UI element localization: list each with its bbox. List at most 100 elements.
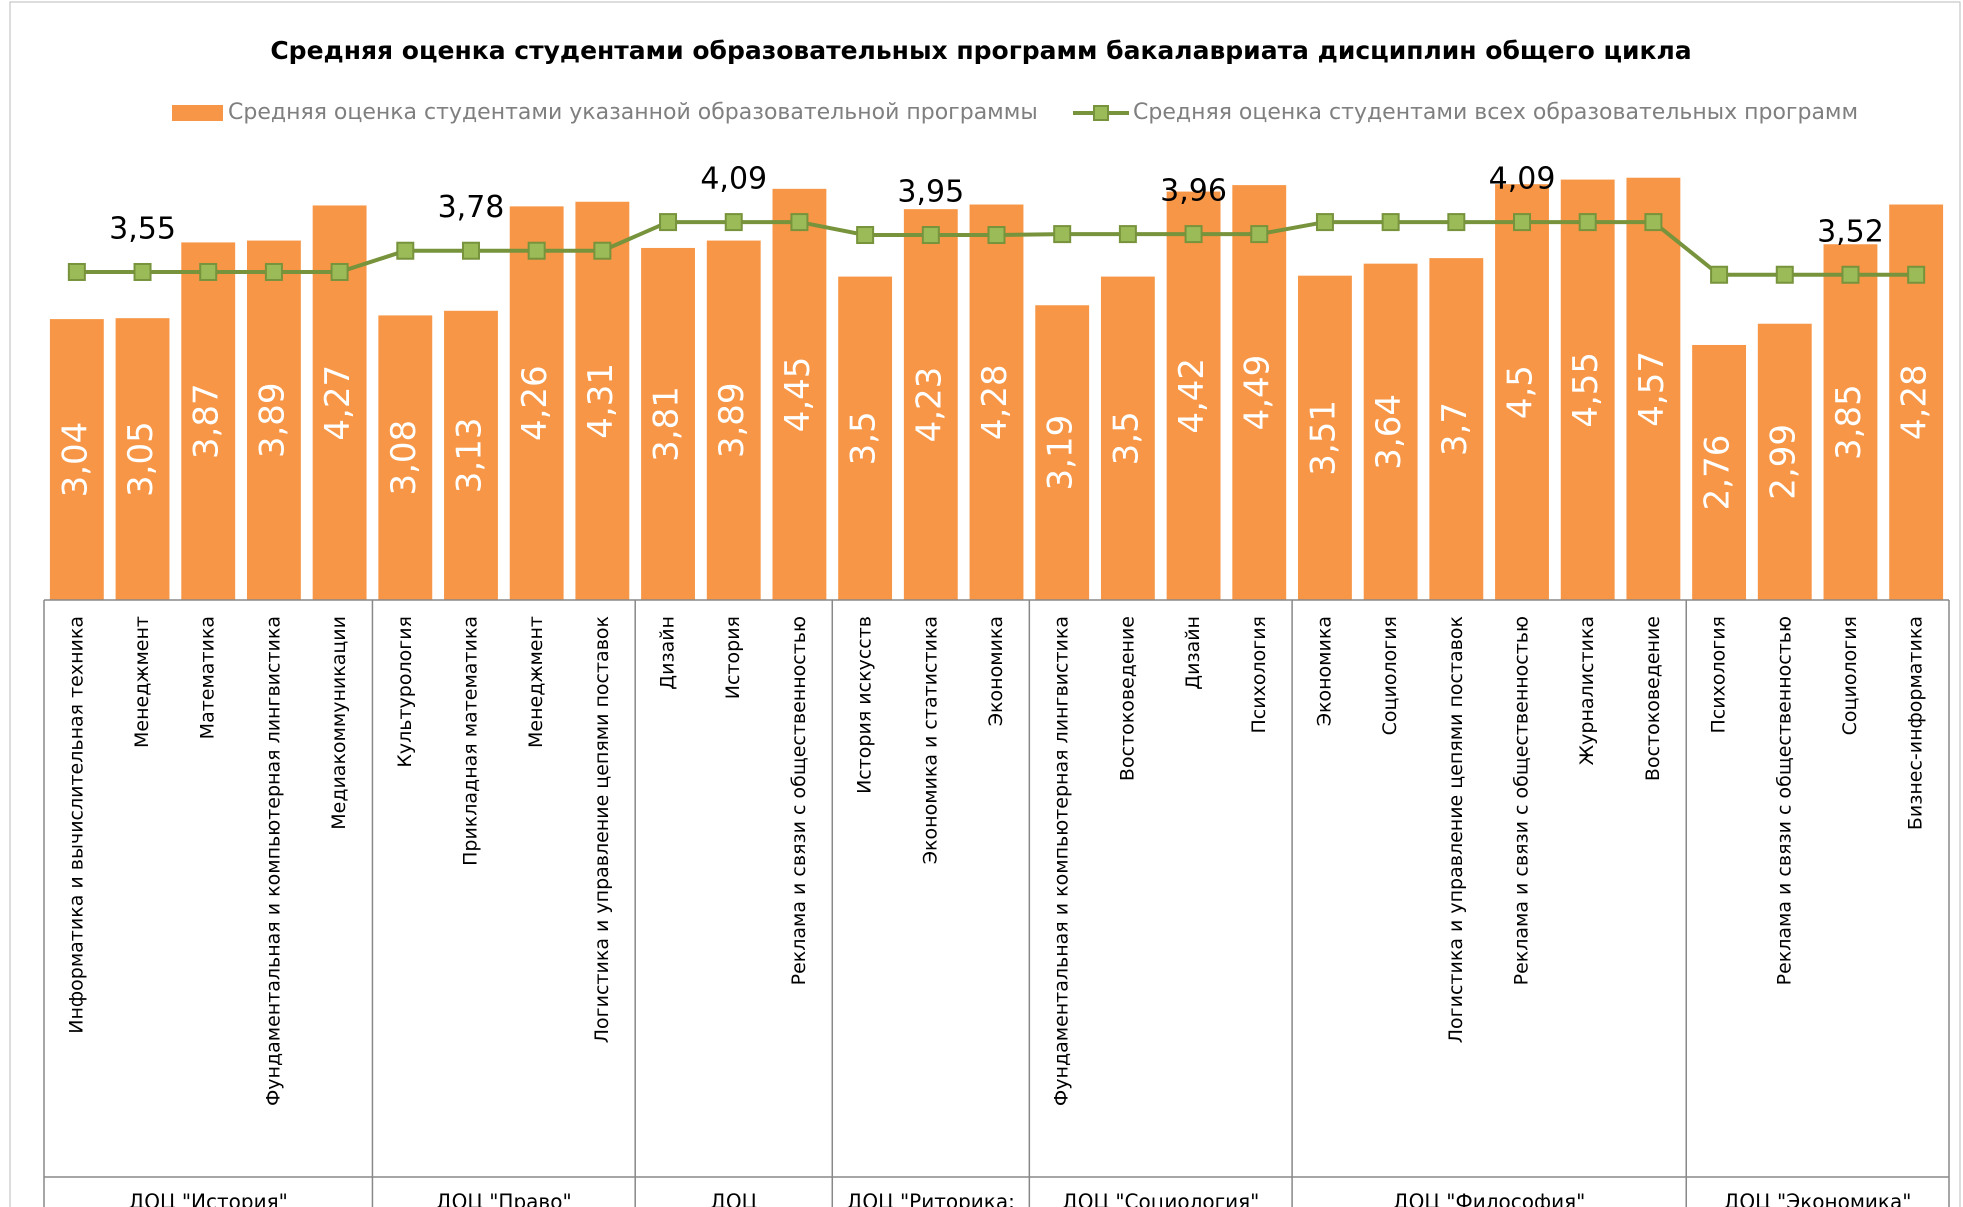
bar-value-label: 4,57 [1632, 351, 1672, 427]
group-label: ДОЦ "История" [129, 1190, 288, 1207]
x-tick-label: Фундаментальная и компьютерная лингвисти… [262, 616, 284, 1106]
bar-value-label: 3,08 [384, 420, 424, 496]
group-label: ДОЦ "Риторика: [847, 1190, 1015, 1207]
x-tick-label: Реклама и связи с общественностью [1773, 616, 1795, 985]
bar [641, 247, 695, 600]
bar-value-label: 4,28 [1895, 364, 1935, 440]
x-tick-label: Журналистика [1576, 616, 1598, 765]
line-marker [1381, 213, 1400, 232]
legend-label: Средняя оценка студентами указанной обра… [228, 100, 1038, 125]
bar [1100, 276, 1155, 600]
bar-value-label: 3,13 [449, 418, 489, 494]
chart-title: Средняя оценка студентами образовательны… [270, 36, 1691, 65]
line-marker [987, 226, 1006, 245]
bar-value-label: 4,42 [1172, 358, 1212, 434]
line-marker [1907, 265, 1926, 284]
x-tick-label: Экономика [1313, 616, 1335, 726]
line-marker [396, 241, 415, 260]
line-marker [67, 262, 86, 281]
group-label: ДОЦ "Социология" [1062, 1190, 1259, 1207]
bar [838, 276, 893, 600]
group-label: ДОЦ "Право" [436, 1190, 572, 1207]
bar [575, 201, 630, 601]
x-tick-label: Психология [1708, 616, 1730, 733]
bar-value-label: 3,7 [1435, 402, 1475, 456]
group-label: ДОЦ [710, 1190, 757, 1207]
x-tick-label: История [722, 616, 744, 699]
bar [49, 319, 104, 600]
x-tick-label: Дизайн [1182, 616, 1204, 690]
line-marker [461, 241, 480, 260]
line-value-label: 4,09 [1489, 162, 1556, 197]
group-label: ДОЦ "Философия" [1393, 1190, 1585, 1207]
bar [772, 188, 827, 600]
line-value-label: 4,09 [700, 162, 767, 197]
x-tick-label: История искусств [854, 616, 876, 794]
bar [1692, 344, 1747, 600]
bar-value-label: 4,31 [581, 363, 621, 439]
bar [1757, 323, 1812, 600]
x-tick-label: Психология [1248, 616, 1270, 733]
bar [378, 315, 433, 600]
bar-value-label: 3,89 [252, 382, 292, 458]
line-marker [659, 213, 678, 232]
bar-value-label: 4,45 [778, 357, 818, 433]
line-marker [724, 213, 743, 232]
x-tick-label: Реклама и связи с общественностью [1511, 616, 1533, 985]
bar [509, 206, 564, 600]
group-label: ДОЦ "Экономика" [1724, 1190, 1912, 1207]
line-value-label: 3,55 [109, 211, 176, 246]
bar [1560, 179, 1615, 600]
bar [1166, 191, 1221, 601]
bar [1823, 244, 1878, 600]
line-marker [264, 262, 283, 281]
bar [444, 310, 498, 600]
line-marker [1250, 225, 1269, 244]
x-tick-label: Социология [1379, 616, 1401, 735]
bar-value-label: 4,23 [909, 367, 949, 443]
line-value-label: 3,96 [1160, 174, 1227, 209]
line-marker [1710, 265, 1729, 284]
x-tick-label: Логистика и управление цепями поставок [1445, 616, 1467, 1043]
line-marker [856, 226, 875, 245]
bar-value-label: 3,64 [1369, 394, 1409, 470]
x-tick-label: Менеджмент [525, 616, 547, 748]
line-marker [1578, 213, 1597, 232]
line-marker [330, 262, 349, 281]
x-tick-label: Востоковедение [1642, 616, 1664, 781]
line-marker [1644, 213, 1663, 232]
bar [1363, 263, 1418, 600]
line-marker [1315, 213, 1334, 232]
bar [1429, 258, 1484, 600]
x-tick-label: Логистика и управление цепями поставок [591, 616, 613, 1043]
legend-label: Средняя оценка студентами всех образоват… [1133, 100, 1858, 125]
bar-value-label: 3,51 [1303, 400, 1343, 476]
bar [903, 209, 958, 600]
bar [246, 240, 301, 600]
x-tick-label: Экономика [985, 616, 1007, 726]
x-tick-label: Реклама и связи с общественностью [788, 616, 810, 985]
x-tick-label: Экономика и статистика [919, 616, 941, 864]
legend-swatch-marker [1093, 105, 1109, 121]
x-tick-label: Культурология [394, 616, 416, 768]
line-marker [1053, 225, 1072, 244]
line-value-label: 3,95 [897, 175, 964, 210]
line-marker [921, 226, 940, 245]
bar [1035, 305, 1090, 600]
bar-value-label: 3,05 [121, 421, 161, 497]
bar-value-label: 4,55 [1566, 352, 1606, 428]
x-tick-label: Фундаментальная и компьютерная лингвисти… [1051, 616, 1073, 1106]
line-marker [593, 241, 612, 260]
x-tick-label: Информатика и вычислительная техника [65, 616, 87, 1034]
bar-value-label: 4,49 [1238, 355, 1278, 431]
bar-value-label: 4,5 [1501, 365, 1541, 419]
x-tick-label: Менеджмент [131, 616, 153, 748]
x-tick-label: Дизайн [657, 616, 679, 690]
bar-value-label: 2,76 [1698, 435, 1738, 511]
bar-value-label: 3,04 [55, 422, 95, 498]
bar-value-label: 4,28 [975, 364, 1015, 440]
legend-swatch-bar [172, 105, 223, 121]
x-tick-label: Прикладная математика [459, 616, 481, 866]
bar-value-label: 3,5 [844, 411, 884, 465]
line-marker [133, 262, 152, 281]
